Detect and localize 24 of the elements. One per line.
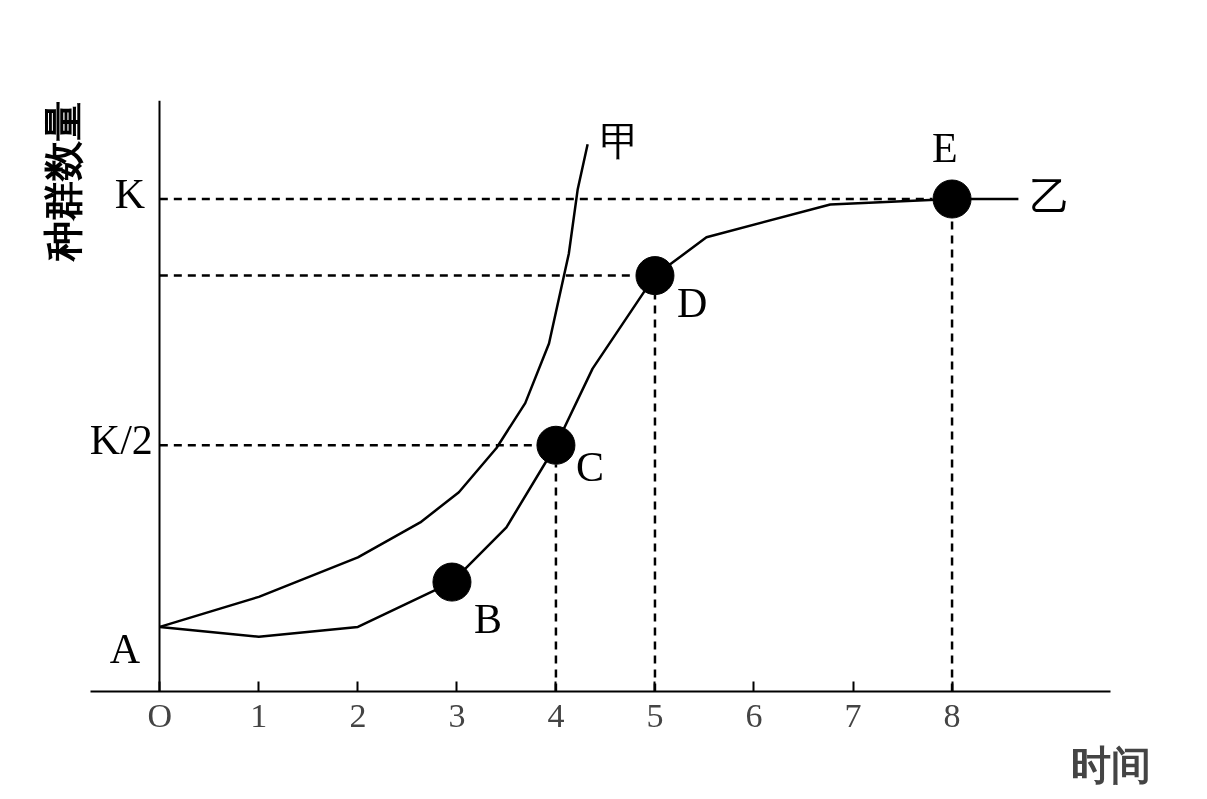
x-tick-label: 6 (745, 696, 763, 734)
annotation: D (676, 279, 708, 326)
annotation: B (473, 596, 502, 643)
x-tick-label: 1 (250, 696, 268, 734)
point (536, 425, 576, 465)
x-tick-label: O (147, 696, 173, 734)
x-tick-label: 8 (943, 696, 961, 734)
point (932, 179, 972, 219)
x-tick-label: 3 (448, 696, 466, 734)
series-label: 甲 (599, 118, 640, 165)
x-tick-label: 7 (844, 696, 862, 734)
annotation: A (109, 625, 141, 672)
x-axis-title: 时间 (1070, 741, 1151, 788)
x-tick-label: 5 (646, 696, 664, 734)
annotation: K (114, 171, 146, 217)
y-axis-title: 种群数量 (39, 100, 86, 262)
x-tick-label: 2 (349, 696, 367, 734)
series-label: 乙 (1030, 173, 1071, 219)
point (432, 562, 472, 602)
annotation: E (932, 125, 958, 171)
x-tick-label: 4 (547, 696, 565, 734)
annotation: C (575, 444, 604, 491)
point (635, 256, 675, 296)
annotation: K/2 (89, 417, 153, 464)
